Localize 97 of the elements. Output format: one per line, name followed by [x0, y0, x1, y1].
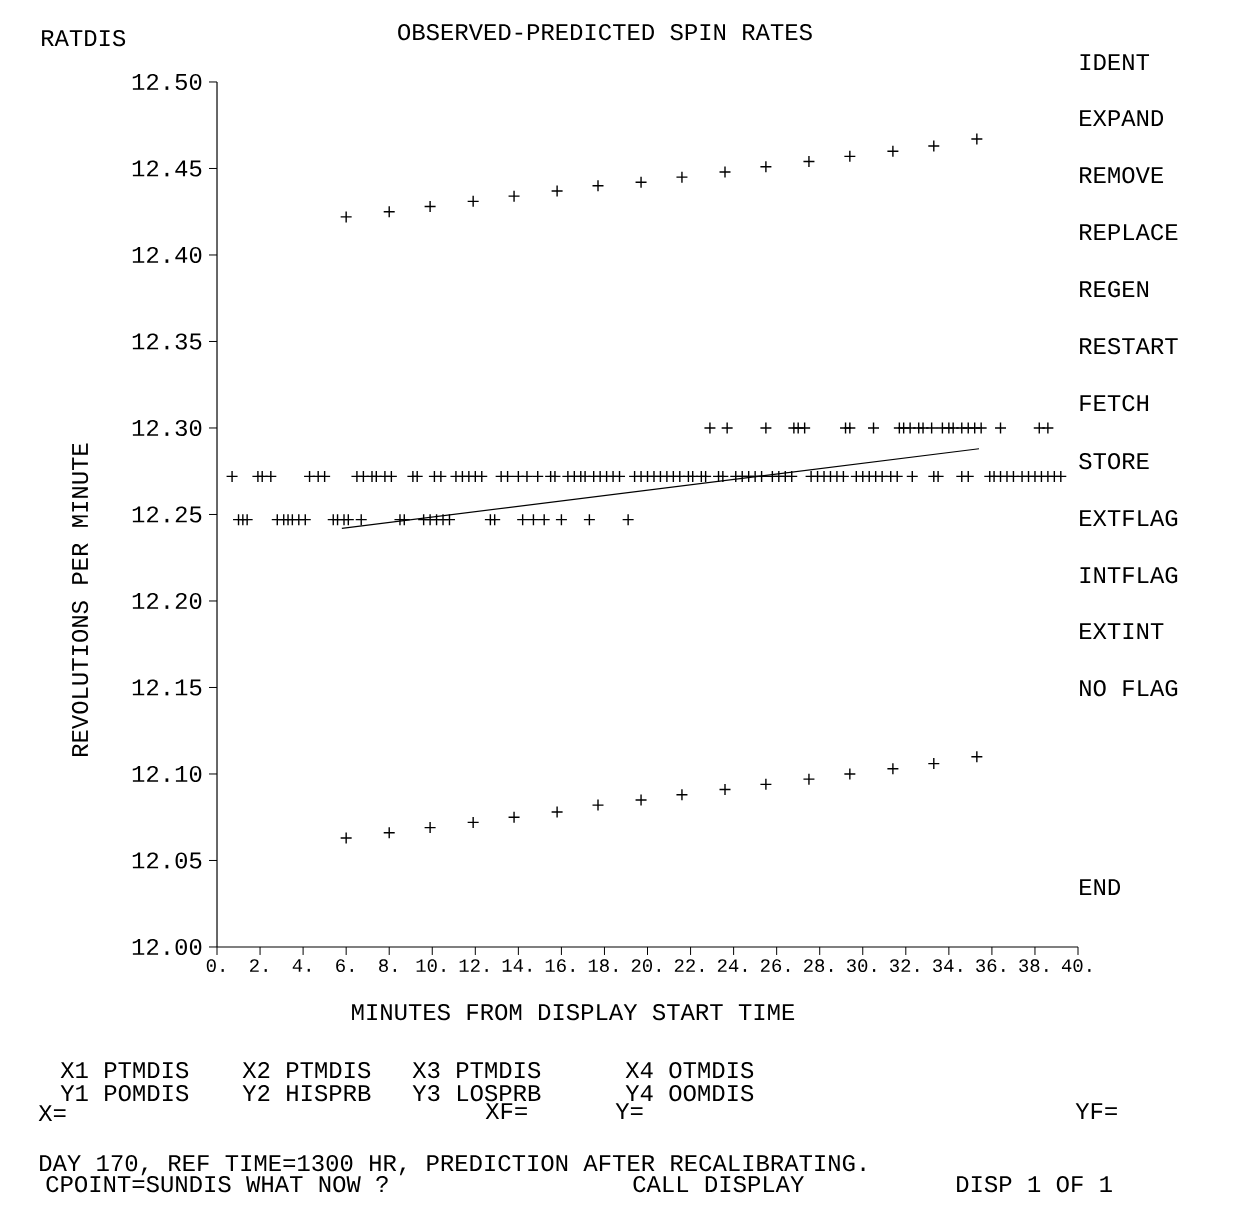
text: X1 PTMDIS: [60, 1062, 189, 1079]
y-tick-label: 12.35: [132, 333, 202, 350]
point: [718, 165, 732, 179]
point: [423, 200, 437, 213]
x-tick-label: 26.: [760, 959, 790, 973]
x-tick-label: 14.: [502, 959, 531, 972]
text: RESTART: [1080, 338, 1178, 355]
point: [970, 750, 984, 763]
y-tick-label: 12.25: [132, 506, 202, 523]
x-tick-label: 38.: [1019, 959, 1048, 973]
point: [675, 788, 689, 801]
point: [759, 160, 773, 173]
x-tick-label: 24.: [717, 959, 747, 972]
point: [591, 179, 605, 192]
x-tick-label: 10.: [416, 959, 445, 973]
x-tick-label: 2.: [250, 959, 267, 972]
text: FETCH: [1080, 395, 1149, 412]
x-tick-label: 30.: [846, 959, 876, 973]
x-tick-label: 6.: [336, 959, 353, 973]
x-tick-label: 16.: [545, 959, 574, 973]
point: [507, 189, 521, 203]
text: XF=: [485, 1103, 527, 1119]
text: IDENT: [1080, 54, 1150, 70]
point: [507, 811, 521, 824]
text: Y3 LOSPRB: [412, 1085, 541, 1102]
text: EXTINT: [1080, 623, 1164, 639]
x-tick-label: 40.: [1061, 959, 1091, 973]
text: Y4 OOMDIS: [625, 1085, 754, 1102]
y-axis-title: REVOLUTIONS PER MINUTE: [71, 443, 89, 756]
point: [970, 132, 984, 146]
text: DISP 1 OF 1: [957, 1176, 1112, 1193]
point: [634, 793, 648, 807]
text: X4 OTMDIS: [625, 1062, 754, 1079]
y-tick-label: 12.00: [132, 938, 202, 956]
text: Y2 HISPRB: [242, 1085, 371, 1102]
point: [675, 170, 689, 184]
point: [383, 826, 396, 839]
text: CALL DISPLAY: [633, 1176, 804, 1193]
text: REPLACE: [1080, 224, 1178, 241]
point: [886, 144, 900, 158]
point: [927, 757, 940, 770]
text: EXPAND: [1080, 110, 1164, 126]
x-tick-label: 34.: [933, 959, 962, 973]
point: [843, 767, 857, 781]
point: [466, 816, 480, 829]
point: [339, 210, 353, 224]
text: DAY 170, REF TIME=1300 HR, PREDICTION AFTER RECALIBRATING.: [40, 1155, 865, 1176]
text: END: [1080, 879, 1121, 895]
text: CPOINT=SUNDIS WHAT NOW ?: [46, 1176, 388, 1193]
text: X2 PTMDIS: [242, 1062, 371, 1079]
y-tick-label: 12.45: [132, 160, 202, 177]
x-tick-label: 36.: [976, 959, 1005, 973]
text: REMOVE: [1080, 167, 1164, 184]
y-tick-label: 12.05: [132, 852, 202, 869]
point: [718, 783, 732, 796]
point: [550, 184, 564, 198]
text: NO FLAG: [1080, 680, 1178, 697]
point: [423, 821, 437, 834]
point: [759, 778, 773, 791]
point: [802, 155, 816, 168]
y-tick-label: 12.40: [132, 246, 202, 264]
chart-title: OBSERVED-PREDICTED SPIN RATES: [398, 24, 812, 41]
text: YF=: [1075, 1103, 1117, 1119]
text: REGEN: [1080, 281, 1149, 298]
y-tick-label: 12.30: [132, 419, 202, 437]
x-axis-title: MINUTES FROM DISPLAY START TIME: [352, 1004, 795, 1021]
text: Y1 POMDIS: [60, 1085, 189, 1102]
x-tick-label: 20.: [631, 959, 660, 973]
x-tick-label: 18.: [588, 959, 617, 973]
y-tick-label: 12.10: [132, 765, 202, 783]
x-tick-label: 32.: [889, 959, 919, 973]
text: STORE: [1079, 453, 1149, 470]
text: Y=: [615, 1103, 643, 1119]
x-tick-label: 8.: [379, 959, 396, 973]
point: [886, 762, 900, 775]
text: EXTFLAG: [1080, 510, 1178, 527]
x-tick-label: 0.: [206, 959, 224, 973]
x-tick-label: 12.: [459, 959, 488, 972]
point: [843, 150, 857, 163]
x-tick-label: 22.: [674, 959, 703, 972]
y-tick-label: 12.20: [132, 592, 202, 610]
point: [802, 772, 816, 786]
point: [927, 139, 940, 153]
text: X=: [38, 1105, 66, 1121]
x-tick-label: 4.: [292, 959, 310, 972]
x-tick-label: 28.: [804, 959, 833, 973]
point: [466, 195, 480, 208]
point: [339, 831, 353, 845]
point: [634, 176, 648, 189]
point: [383, 205, 396, 218]
text: INTFLAG: [1080, 567, 1178, 584]
point: [550, 805, 564, 819]
text: X3 PTMDIS: [412, 1062, 541, 1079]
y-tick-label: 12.15: [132, 679, 202, 696]
text: RATDIS: [42, 30, 126, 47]
y-tick-label: 12.50: [132, 73, 202, 91]
point: [591, 798, 605, 812]
